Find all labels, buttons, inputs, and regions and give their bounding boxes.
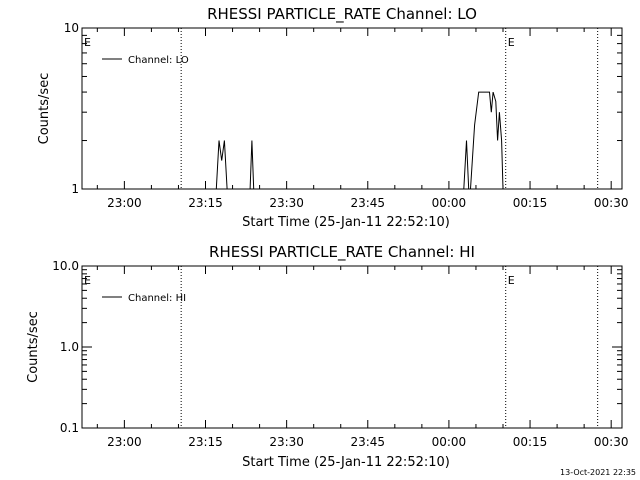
x-tick-label: 23:00 (107, 435, 142, 449)
x-axis-label: Start Time (25-Jan-11 22:52:10) (242, 215, 450, 230)
y-tick-label: 10.0 (52, 259, 79, 273)
x-tick-label: 23:15 (188, 196, 223, 210)
series-line (82, 91, 622, 190)
panel-lo: RHESSI PARTICLE_RATE Channel: LO Start Ti… (37, 5, 628, 230)
footer-date: 13-Oct-2021 22:35 (560, 468, 636, 477)
x-tick-label: 00:15 (513, 435, 548, 449)
plot-frame (81, 265, 623, 429)
event-marker-label: E (508, 274, 515, 287)
y-tick-label: 10 (64, 21, 79, 35)
x-tick-label: 00:00 (432, 435, 467, 449)
x-tick-label: 23:45 (350, 196, 385, 210)
legend-label: Channel: HI (128, 293, 186, 304)
x-tick-label: 23:15 (188, 435, 223, 449)
x-tick-label: 23:30 (269, 196, 304, 210)
x-tick-label: 23:00 (107, 196, 142, 210)
x-tick-label: 00:30 (594, 196, 629, 210)
y-tick-label: 0.1 (60, 421, 79, 435)
x-axis-label: Start Time (25-Jan-11 22:52:10) (242, 455, 450, 470)
y-axis-label: Counts/sec (26, 311, 41, 383)
x-tick-label: 00:00 (432, 196, 467, 210)
x-tick-label: 23:45 (350, 435, 385, 449)
y-tick-label: 1 (71, 182, 79, 196)
chart-title: RHESSI PARTICLE_RATE Channel: HI (209, 243, 475, 262)
event-marker-label: E (84, 36, 91, 49)
x-tick-label: 00:15 (513, 196, 548, 210)
panel-hi: RHESSI PARTICLE_RATE Channel: HI Start Ti… (26, 243, 628, 470)
x-tick-label: 00:30 (594, 435, 629, 449)
chart-title: RHESSI PARTICLE_RATE Channel: LO (207, 5, 477, 24)
event-marker-label: E (84, 274, 91, 287)
x-tick-label: 23:30 (269, 435, 304, 449)
plot-frame (81, 27, 623, 190)
event-marker-label: E (508, 36, 515, 49)
legend-label: Channel: LO (128, 55, 189, 66)
y-axis-label: Counts/sec (37, 73, 52, 145)
y-tick-label: 1.0 (60, 340, 79, 354)
